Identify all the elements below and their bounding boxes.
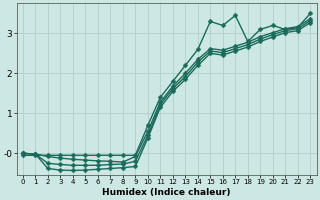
X-axis label: Humidex (Indice chaleur): Humidex (Indice chaleur) bbox=[102, 188, 231, 197]
